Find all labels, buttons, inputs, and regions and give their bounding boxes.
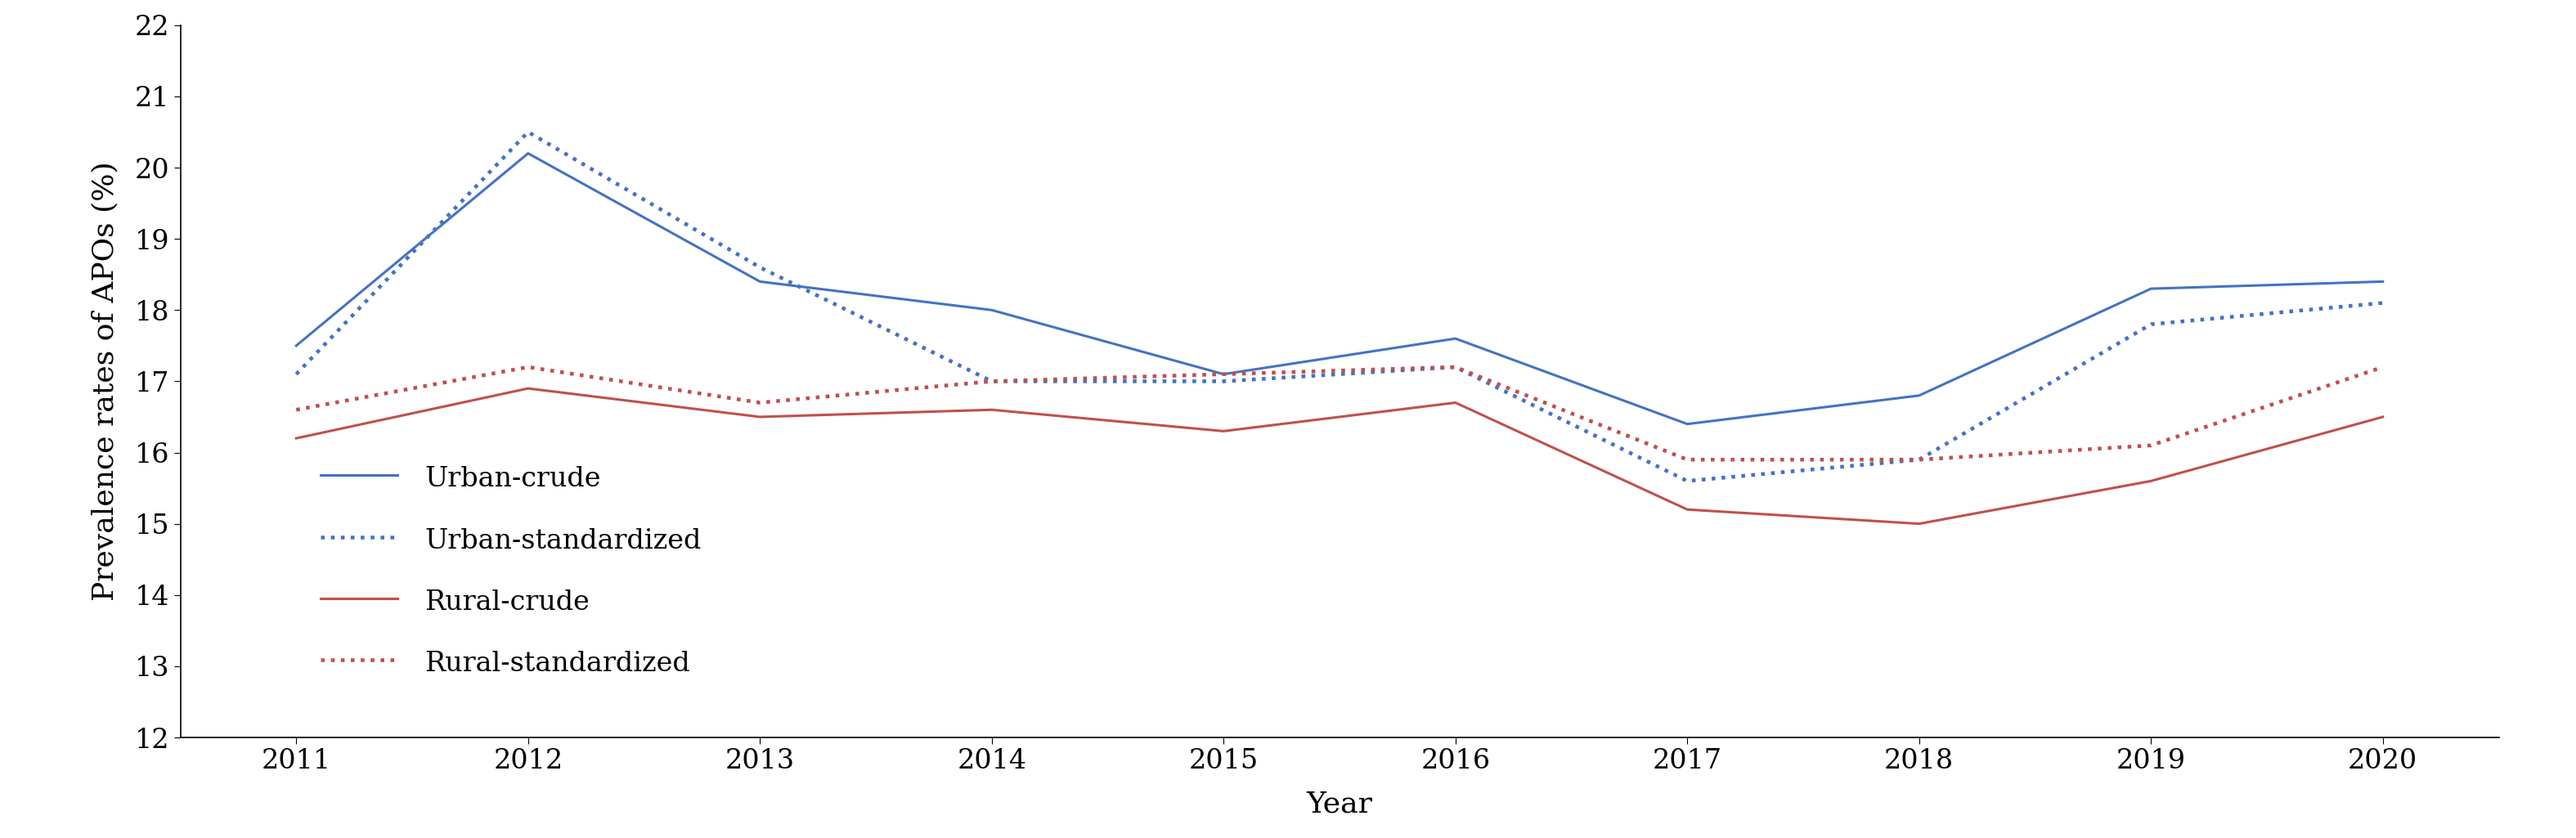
Urban-crude — [1208, 370, 1239, 380]
Rural-crude — [976, 405, 1007, 415]
Urban-crude — [2367, 277, 2398, 287]
Urban-crude — [513, 148, 544, 158]
Rural-crude — [1440, 398, 1471, 408]
Rural-standardized — [1208, 370, 1239, 380]
Rural-crude — [513, 384, 544, 394]
Rural-crude — [744, 412, 775, 422]
X-axis label: Year: Year — [1306, 790, 1373, 818]
Urban-crude — [976, 305, 1007, 315]
Urban-standardized — [2136, 319, 2166, 329]
Rural-standardized — [1672, 455, 1703, 465]
Rural-standardized — [2136, 441, 2166, 451]
Rural-standardized — [281, 405, 312, 415]
Urban-standardized — [513, 127, 544, 137]
Rural-standardized — [2367, 362, 2398, 372]
Rural-standardized — [1904, 455, 1935, 465]
Urban-standardized — [1904, 455, 1935, 465]
Urban-crude — [1672, 419, 1703, 429]
Urban-crude — [744, 277, 775, 287]
Line: Rural-standardized: Rural-standardized — [296, 367, 2383, 460]
Rural-crude — [281, 433, 312, 443]
Urban-crude — [2136, 284, 2166, 294]
Rural-standardized — [744, 398, 775, 408]
Rural-crude — [2367, 412, 2398, 422]
Urban-standardized — [1208, 376, 1239, 386]
Rural-crude — [2136, 476, 2166, 486]
Rural-standardized — [1440, 362, 1471, 372]
Legend: Urban-crude, Urban-standardized, Rural-crude, Rural-standardized: Urban-crude, Urban-standardized, Rural-c… — [309, 453, 711, 688]
Rural-crude — [1672, 504, 1703, 515]
Urban-standardized — [1672, 476, 1703, 486]
Urban-crude — [281, 341, 312, 351]
Urban-crude — [1440, 334, 1471, 344]
Urban-standardized — [1440, 362, 1471, 372]
Urban-crude — [1904, 391, 1935, 401]
Urban-standardized — [281, 370, 312, 380]
Line: Urban-standardized: Urban-standardized — [296, 132, 2383, 481]
Y-axis label: Prevalence rates of APOs (%): Prevalence rates of APOs (%) — [90, 162, 118, 601]
Rural-standardized — [513, 362, 544, 372]
Urban-standardized — [744, 262, 775, 272]
Rural-standardized — [976, 376, 1007, 386]
Urban-standardized — [2367, 298, 2398, 308]
Rural-crude — [1904, 519, 1935, 529]
Urban-standardized — [976, 376, 1007, 386]
Rural-crude — [1208, 427, 1239, 437]
Line: Urban-crude: Urban-crude — [296, 153, 2383, 424]
Line: Rural-crude: Rural-crude — [296, 389, 2383, 524]
